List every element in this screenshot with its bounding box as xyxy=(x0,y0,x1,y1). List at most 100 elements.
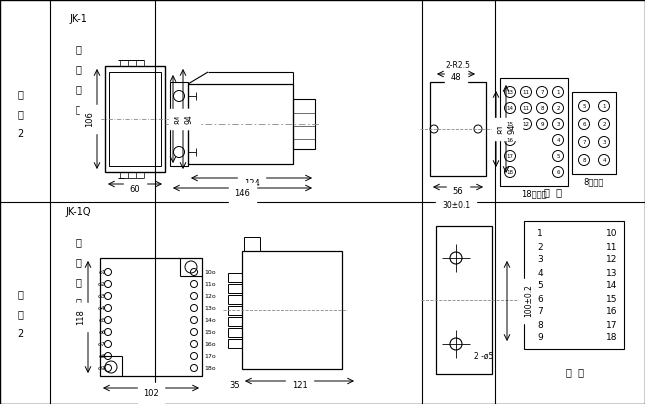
Text: 11: 11 xyxy=(606,242,618,252)
Text: 背  视: 背 视 xyxy=(544,187,562,197)
Text: 9: 9 xyxy=(541,122,544,126)
Text: 9: 9 xyxy=(537,333,543,343)
Text: 线: 线 xyxy=(75,104,81,114)
Text: 接: 接 xyxy=(75,84,81,94)
Text: 102: 102 xyxy=(143,389,159,398)
Text: o3: o3 xyxy=(98,293,106,299)
Text: 线: 线 xyxy=(75,297,81,307)
Text: 118: 118 xyxy=(77,309,86,325)
Text: 7: 7 xyxy=(537,307,543,316)
Text: 板: 板 xyxy=(75,44,81,54)
Bar xyxy=(572,92,616,174)
Text: 12o: 12o xyxy=(204,293,215,299)
Bar xyxy=(105,66,165,172)
Text: 前: 前 xyxy=(75,257,81,267)
Text: 17o: 17o xyxy=(204,354,215,358)
Bar xyxy=(293,99,315,149)
Text: 正  视: 正 视 xyxy=(566,367,584,377)
Text: 12: 12 xyxy=(522,122,530,126)
Text: 接: 接 xyxy=(75,277,81,287)
Text: 2: 2 xyxy=(17,329,23,339)
Text: 1: 1 xyxy=(537,229,543,238)
Bar xyxy=(524,221,624,349)
Text: 14o: 14o xyxy=(204,318,215,322)
Bar xyxy=(436,226,492,374)
Text: 2: 2 xyxy=(537,242,543,252)
Bar xyxy=(244,237,260,251)
Text: 106: 106 xyxy=(86,111,95,127)
Text: 图: 图 xyxy=(17,109,23,119)
Text: 5: 5 xyxy=(537,282,543,290)
Text: 16: 16 xyxy=(606,307,618,316)
Text: 4: 4 xyxy=(602,158,606,162)
Text: JK-1: JK-1 xyxy=(69,14,87,24)
Text: 2 -ø5: 2 -ø5 xyxy=(474,351,493,360)
Text: 15: 15 xyxy=(606,295,618,303)
Text: 7: 7 xyxy=(541,90,544,95)
Bar xyxy=(228,328,242,337)
Text: 2: 2 xyxy=(17,129,23,139)
Text: 4: 4 xyxy=(556,137,560,143)
Text: 8: 8 xyxy=(537,320,543,330)
Text: 10o: 10o xyxy=(204,269,215,274)
Text: 17: 17 xyxy=(506,154,513,158)
Text: 56: 56 xyxy=(453,187,463,196)
Bar xyxy=(228,284,242,292)
Text: o9: o9 xyxy=(98,366,106,370)
Text: 3: 3 xyxy=(537,255,543,265)
Text: 13: 13 xyxy=(606,269,618,278)
Text: 5: 5 xyxy=(582,103,586,109)
Text: 14: 14 xyxy=(506,105,513,111)
Text: 8: 8 xyxy=(582,158,586,162)
Bar xyxy=(242,251,342,369)
Text: 3: 3 xyxy=(556,122,560,126)
Bar xyxy=(228,339,242,347)
Text: 11: 11 xyxy=(522,90,530,95)
Bar xyxy=(228,295,242,303)
Text: 18o: 18o xyxy=(204,366,215,370)
Text: 60: 60 xyxy=(130,185,141,194)
Text: 12: 12 xyxy=(606,255,618,265)
Text: 121: 121 xyxy=(292,381,308,391)
Text: 18点端子: 18点端子 xyxy=(521,189,547,198)
Text: 94: 94 xyxy=(508,124,517,134)
Text: 18: 18 xyxy=(606,333,618,343)
Text: 附: 附 xyxy=(17,89,23,99)
Text: 5: 5 xyxy=(556,154,560,158)
Text: 6: 6 xyxy=(556,170,560,175)
Text: 2: 2 xyxy=(602,122,606,126)
Text: 18: 18 xyxy=(506,170,513,175)
Text: o7: o7 xyxy=(98,341,106,347)
Text: 2: 2 xyxy=(556,105,560,111)
Text: 146: 146 xyxy=(235,189,250,198)
Bar xyxy=(100,258,202,376)
Text: 35: 35 xyxy=(230,381,241,391)
Text: 附: 附 xyxy=(17,289,23,299)
Text: o5: o5 xyxy=(98,318,106,322)
Text: o6: o6 xyxy=(98,330,106,335)
Text: JK-1Q: JK-1Q xyxy=(65,207,91,217)
Text: 6: 6 xyxy=(582,122,586,126)
Text: 16: 16 xyxy=(506,137,513,143)
Bar xyxy=(228,305,242,314)
Bar xyxy=(430,82,486,176)
Text: 30±0.1: 30±0.1 xyxy=(442,202,470,210)
Bar xyxy=(188,84,293,164)
Text: 15o: 15o xyxy=(204,330,215,335)
Text: 图: 图 xyxy=(17,309,23,319)
Text: o2: o2 xyxy=(98,282,106,286)
Text: 14: 14 xyxy=(606,282,618,290)
Text: 11: 11 xyxy=(522,105,530,111)
Text: 11o: 11o xyxy=(204,282,215,286)
Text: 48: 48 xyxy=(451,74,461,82)
Text: 10: 10 xyxy=(606,229,618,238)
Text: 1: 1 xyxy=(602,103,606,109)
Text: 13: 13 xyxy=(506,90,513,95)
Text: 1: 1 xyxy=(556,90,560,95)
Text: 81: 81 xyxy=(497,124,506,134)
Text: 8: 8 xyxy=(541,105,544,111)
Text: 13o: 13o xyxy=(204,305,215,311)
Text: 板: 板 xyxy=(75,237,81,247)
Bar xyxy=(109,72,161,166)
Text: 8点端子: 8点端子 xyxy=(584,177,604,187)
